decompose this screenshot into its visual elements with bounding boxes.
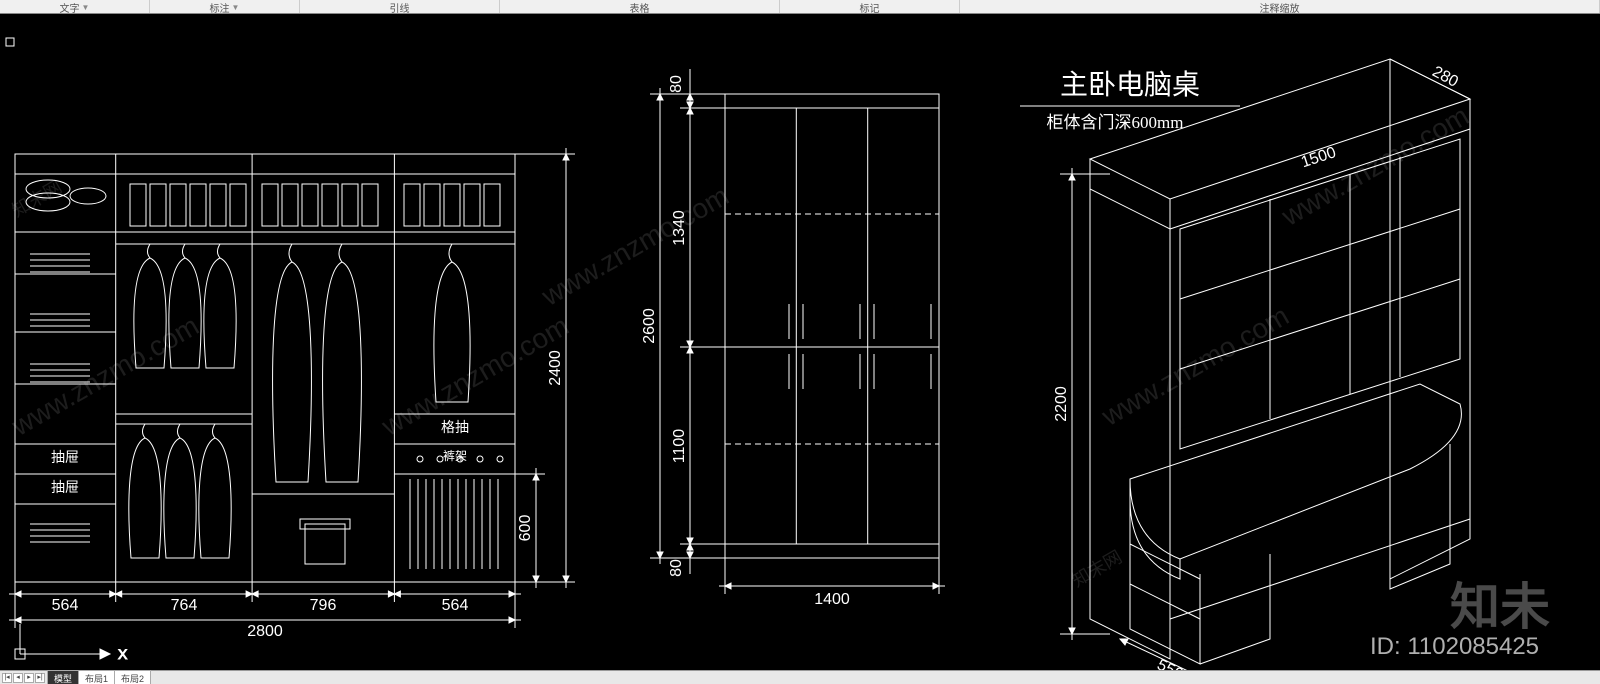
- svg-text:www.znzmo.com: www.znzmo.com: [1096, 300, 1294, 432]
- layout-tabbar: |◂ ◂ ▸ ▸| 模型 布局1 布局2: [0, 670, 1600, 684]
- toolbar-item[interactable]: 引线: [300, 0, 500, 13]
- brand-watermark: 知未: [1450, 579, 1550, 635]
- tab-layout1[interactable]: 布局1: [78, 670, 115, 684]
- svg-text:564: 564: [52, 597, 79, 614]
- toolbar-item[interactable]: 注释缩放: [960, 0, 1600, 13]
- selection-handle[interactable]: [6, 38, 14, 46]
- svg-text:www.znzmo.com: www.znzmo.com: [376, 310, 574, 442]
- svg-text:格抽: 格抽: [441, 420, 469, 436]
- svg-text:1100: 1100: [671, 429, 688, 464]
- svg-text:抽屉: 抽屉: [51, 480, 79, 496]
- svg-text:600: 600: [517, 515, 534, 542]
- toolbar-item[interactable]: 表格: [500, 0, 780, 13]
- cad-canvas[interactable]: www.znzmo.com www.znzmo.com www.znzmo.co…: [0, 14, 1600, 670]
- svg-text:764: 764: [171, 597, 198, 614]
- toolbar-item[interactable]: 标记: [780, 0, 960, 13]
- tab-first-icon[interactable]: |◂: [2, 673, 12, 683]
- toolbar-item[interactable]: 标注▼: [150, 0, 300, 13]
- tab-model[interactable]: 模型: [47, 670, 79, 684]
- image-id: ID: 1102085425: [1370, 633, 1539, 660]
- svg-text:知末网: 知末网: [9, 177, 66, 221]
- svg-text:知末网: 知末网: [1069, 547, 1126, 591]
- svg-text:2800: 2800: [247, 623, 283, 640]
- svg-text:www.znzmo.com: www.znzmo.com: [536, 180, 734, 312]
- svg-text:柜体含门深600mm: 柜体含门深600mm: [1047, 113, 1184, 132]
- svg-text:80: 80: [668, 559, 685, 577]
- tab-layout2[interactable]: 布局2: [114, 670, 151, 684]
- tab-nav-buttons[interactable]: |◂ ◂ ▸ ▸|: [0, 673, 47, 683]
- svg-text:1340: 1340: [671, 210, 688, 246]
- svg-text:1400: 1400: [814, 591, 850, 608]
- svg-text:2200: 2200: [1053, 386, 1070, 422]
- svg-text:1500: 1500: [1299, 144, 1338, 171]
- dropdown-icon: ▼: [232, 3, 240, 12]
- svg-text:X: X: [118, 646, 128, 662]
- svg-text:抽屉: 抽屉: [51, 450, 79, 466]
- svg-text:2600: 2600: [641, 308, 658, 344]
- ucs-icon: X: [15, 624, 128, 662]
- tab-next-icon[interactable]: ▸: [24, 673, 34, 683]
- tab-prev-icon[interactable]: ◂: [13, 673, 23, 683]
- svg-text:2400: 2400: [547, 350, 564, 386]
- svg-text:796: 796: [310, 597, 337, 614]
- toolbar-item[interactable]: 文字▼: [0, 0, 150, 13]
- top-toolbar: 文字▼ 标注▼ 引线 表格 标记 注释缩放: [0, 0, 1600, 14]
- svg-text:裤架: 裤架: [443, 449, 467, 463]
- wardrobe-front: 80 1340 1100 80 2600 1400: [641, 69, 945, 608]
- svg-text:80: 80: [668, 75, 685, 93]
- svg-text:564: 564: [442, 597, 469, 614]
- tab-last-icon[interactable]: ▸|: [35, 673, 45, 683]
- svg-text:主卧电脑桌: 主卧电脑桌: [1060, 69, 1200, 101]
- dropdown-icon: ▼: [82, 3, 90, 12]
